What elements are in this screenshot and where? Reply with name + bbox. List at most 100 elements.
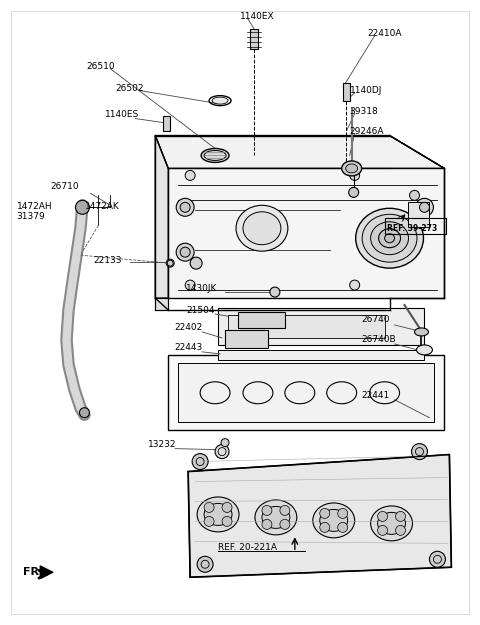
Circle shape xyxy=(222,503,232,512)
Text: FR.: FR. xyxy=(23,568,43,578)
Bar xyxy=(408,202,430,228)
Ellipse shape xyxy=(262,506,290,528)
Ellipse shape xyxy=(212,97,228,104)
Polygon shape xyxy=(218,308,424,345)
Text: 1430JK: 1430JK xyxy=(186,284,217,292)
Circle shape xyxy=(80,408,89,418)
Circle shape xyxy=(262,519,272,529)
Circle shape xyxy=(180,248,190,257)
Ellipse shape xyxy=(255,500,297,535)
Ellipse shape xyxy=(313,503,355,538)
Circle shape xyxy=(396,526,406,536)
Circle shape xyxy=(185,280,195,290)
Text: 1140DJ: 1140DJ xyxy=(350,86,382,95)
Polygon shape xyxy=(155,136,444,168)
Circle shape xyxy=(320,522,330,532)
Ellipse shape xyxy=(320,509,348,531)
Bar xyxy=(250,29,258,49)
Polygon shape xyxy=(155,298,168,310)
Polygon shape xyxy=(228,315,384,338)
Bar xyxy=(163,116,170,131)
Ellipse shape xyxy=(346,164,358,173)
Bar xyxy=(384,218,446,234)
Ellipse shape xyxy=(201,149,229,162)
Ellipse shape xyxy=(417,345,432,355)
Polygon shape xyxy=(168,168,444,298)
Text: 22410A: 22410A xyxy=(368,29,402,38)
Circle shape xyxy=(185,171,195,181)
Circle shape xyxy=(420,202,430,212)
Text: 22402: 22402 xyxy=(174,324,203,332)
Ellipse shape xyxy=(356,208,423,268)
Circle shape xyxy=(197,556,213,572)
Text: 26510: 26510 xyxy=(86,62,115,71)
Circle shape xyxy=(280,506,290,516)
Circle shape xyxy=(204,516,214,526)
Circle shape xyxy=(411,444,428,459)
Circle shape xyxy=(378,526,387,536)
Polygon shape xyxy=(168,355,444,429)
Text: 1472AH: 1472AH xyxy=(17,202,52,211)
Circle shape xyxy=(378,511,387,521)
Text: 26502: 26502 xyxy=(115,84,144,93)
Circle shape xyxy=(180,202,190,212)
Circle shape xyxy=(176,243,194,261)
Text: REF. 39-273: REF. 39-273 xyxy=(386,224,437,232)
Circle shape xyxy=(222,516,232,526)
Text: 22441: 22441 xyxy=(361,391,390,400)
Ellipse shape xyxy=(371,222,408,254)
Polygon shape xyxy=(155,136,168,298)
Text: 26740: 26740 xyxy=(361,316,390,324)
Ellipse shape xyxy=(384,234,395,242)
Circle shape xyxy=(204,503,214,512)
Polygon shape xyxy=(238,312,285,328)
Circle shape xyxy=(348,188,359,198)
Circle shape xyxy=(338,508,348,518)
Ellipse shape xyxy=(415,328,429,336)
Polygon shape xyxy=(178,363,434,422)
Ellipse shape xyxy=(379,229,400,248)
Text: REF. 20-221A: REF. 20-221A xyxy=(218,543,277,552)
Polygon shape xyxy=(218,350,424,360)
Text: 1140EX: 1140EX xyxy=(240,12,275,21)
Text: 26740B: 26740B xyxy=(361,336,396,344)
Circle shape xyxy=(221,439,229,447)
Circle shape xyxy=(416,198,433,216)
Text: 13232: 13232 xyxy=(148,440,177,449)
Text: 26710: 26710 xyxy=(50,182,79,191)
Ellipse shape xyxy=(236,205,288,251)
Text: 31379: 31379 xyxy=(17,212,46,221)
Circle shape xyxy=(262,506,272,516)
Ellipse shape xyxy=(342,161,361,176)
Circle shape xyxy=(192,454,208,469)
Circle shape xyxy=(396,511,406,521)
Text: 39318: 39318 xyxy=(350,107,378,116)
Polygon shape xyxy=(225,330,268,348)
Ellipse shape xyxy=(243,212,281,245)
Circle shape xyxy=(167,260,173,266)
Circle shape xyxy=(320,508,330,518)
Circle shape xyxy=(430,551,445,568)
Circle shape xyxy=(166,259,174,267)
Circle shape xyxy=(176,198,194,216)
Text: 1472AK: 1472AK xyxy=(85,202,120,211)
Circle shape xyxy=(280,519,290,529)
Ellipse shape xyxy=(204,504,232,526)
Circle shape xyxy=(215,444,229,459)
Bar xyxy=(343,82,350,101)
Circle shape xyxy=(270,287,280,297)
Text: 21504: 21504 xyxy=(186,306,215,314)
Circle shape xyxy=(350,280,360,290)
Ellipse shape xyxy=(371,506,412,541)
Ellipse shape xyxy=(378,512,406,534)
Circle shape xyxy=(338,522,348,532)
Text: 22133: 22133 xyxy=(94,256,122,264)
Text: 22443: 22443 xyxy=(174,343,203,352)
Circle shape xyxy=(190,257,202,269)
Polygon shape xyxy=(188,454,451,578)
Circle shape xyxy=(75,201,89,214)
Circle shape xyxy=(409,191,420,201)
Circle shape xyxy=(350,171,360,181)
Text: 29246A: 29246A xyxy=(350,127,384,136)
Ellipse shape xyxy=(362,214,417,262)
